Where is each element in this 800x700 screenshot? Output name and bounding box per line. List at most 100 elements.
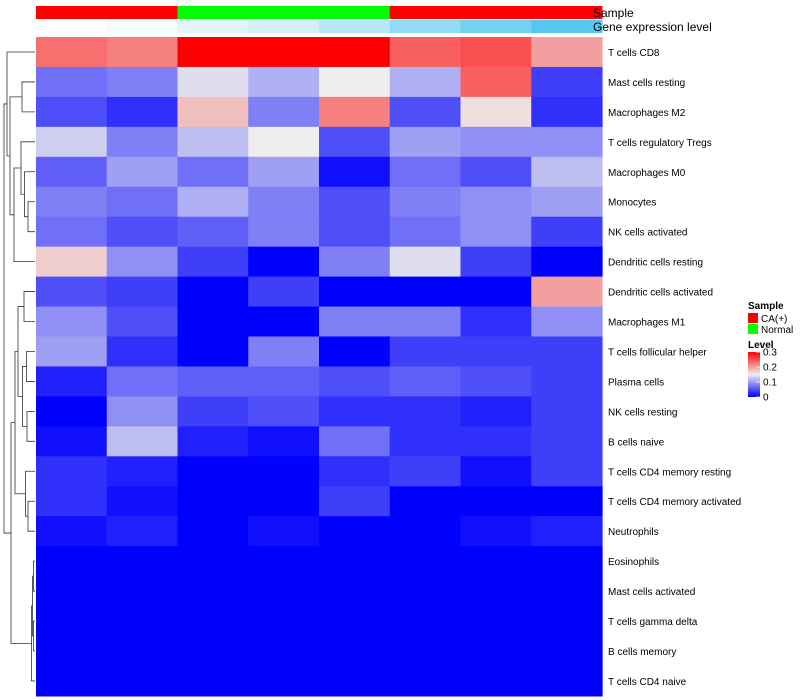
row-label: Mast cells resting	[608, 78, 685, 89]
sample-annotation-cell	[177, 6, 249, 19]
heatmap-cell	[177, 606, 249, 637]
dendrogram-branch	[33, 560, 35, 592]
heatmap-cell	[319, 576, 391, 607]
heatmap-cell	[177, 665, 249, 697]
expression-annotation-cell	[106, 20, 178, 33]
legend-tick-label: 0.3	[763, 348, 777, 359]
heatmap-cell	[531, 576, 603, 607]
heatmap-cell	[106, 336, 179, 368]
heatmap-cell	[248, 486, 320, 517]
heatmap-cell	[106, 246, 179, 278]
heatmap-cell	[106, 396, 179, 427]
legend-level-title: Level	[748, 340, 774, 351]
heatmap-cell	[248, 66, 320, 98]
heatmap-cell	[177, 216, 249, 248]
heatmap-cell	[460, 336, 532, 368]
heatmap-cell	[36, 636, 108, 667]
row-labels: T cells CD8 Mast cells resting Macrophages…	[608, 48, 741, 688]
heatmap-cell	[531, 306, 603, 338]
sample-annotation-label: Sample	[593, 6, 634, 20]
heatmap-cell	[389, 426, 462, 457]
heatmap-cell	[531, 636, 603, 667]
heatmap-cell	[248, 126, 320, 158]
row-label: NK cells resting	[608, 407, 677, 418]
heatmap-cell	[36, 186, 108, 218]
heatmap-cell	[106, 366, 179, 397]
heatmap-cell	[389, 396, 462, 427]
heatmap-cell	[319, 426, 391, 457]
sample-annotation-cell	[460, 6, 532, 19]
heatmap-cell	[389, 665, 462, 697]
legend-tick-label: 0.2	[763, 363, 777, 374]
dendrogram-branch	[20, 141, 35, 195]
row-label: Macrophages M1	[608, 318, 686, 329]
heatmap-cell	[531, 186, 603, 218]
heatmap-cell	[319, 636, 391, 667]
expression-annotation-cell	[36, 20, 108, 33]
legend-sample-title: Sample	[748, 301, 784, 312]
heatmap-cell	[319, 96, 391, 128]
heatmap-cell	[248, 636, 320, 667]
heatmap-cell	[389, 576, 462, 607]
heatmap-cell	[531, 486, 603, 517]
heatmap-cell	[389, 246, 462, 278]
heatmap-cell	[248, 546, 320, 577]
row-label: T cells CD4 memory activated	[608, 497, 741, 508]
heatmap-cell	[106, 606, 179, 637]
heatmap-cell	[389, 66, 462, 98]
dendrogram-branch	[10, 422, 32, 644]
row-label: Macrophages M2	[608, 108, 686, 119]
heatmap-cell	[248, 665, 320, 697]
row-label: Eosinophils	[608, 557, 659, 568]
heatmap-cell	[460, 126, 532, 158]
heatmap-cell	[319, 456, 391, 487]
dendrogram-branch	[27, 500, 35, 532]
heatmap-cell	[460, 576, 532, 607]
heatmap-cell	[177, 576, 249, 607]
row-label: T cells CD8	[608, 48, 660, 59]
heatmap-cell	[106, 156, 179, 188]
heatmap-cell	[460, 276, 532, 308]
heatmap-cell	[177, 636, 249, 667]
legend-label: Normal	[761, 325, 793, 336]
dendrogram-branch	[26, 410, 35, 442]
expression-annotation-cell	[531, 20, 603, 33]
dendrogram-branch	[23, 291, 35, 322]
heatmap-cell	[248, 306, 320, 338]
heatmap-cell	[389, 156, 462, 188]
heatmap-cell	[106, 665, 179, 697]
dendrogram-branch	[25, 470, 35, 517]
sample-annotation-cell	[36, 6, 108, 19]
heatmap-cell	[36, 336, 108, 368]
heatmap-cell	[248, 96, 320, 128]
heatmap-cell	[531, 126, 603, 158]
heatmap-cell	[460, 546, 532, 577]
heatmap-cell	[389, 636, 462, 667]
heatmap-cell	[177, 486, 249, 517]
row-label: Mast cells activated	[608, 587, 695, 598]
heatmap-cell	[531, 606, 603, 637]
expression-annotation-cell	[248, 20, 320, 33]
legend-label: CA(+)	[761, 314, 787, 325]
heatmap-cell	[106, 426, 179, 457]
heatmap-cell	[460, 396, 532, 427]
heatmap-cell	[460, 516, 532, 547]
heatmap-cell	[319, 156, 391, 188]
heatmap-cell	[389, 216, 462, 248]
heatmap-cell	[106, 126, 179, 158]
heatmap-cell	[319, 216, 391, 248]
heatmap-cell	[36, 306, 108, 338]
heatmap-cell	[36, 96, 108, 128]
heatmap-cell	[36, 606, 108, 637]
heatmap-cell	[106, 486, 179, 517]
legend-level-colorbar	[748, 352, 760, 397]
legend: Sample CA(+)Normal Level 0.3 0.2 0.1 0	[748, 301, 793, 404]
legend-sample-entries: CA(+)Normal	[748, 313, 793, 336]
heatmap-cell	[36, 576, 108, 607]
heatmap-cell	[460, 636, 532, 667]
heatmap-cell	[106, 546, 179, 577]
expression-annotation-label: Gene expression level	[593, 20, 712, 34]
heatmap-cell	[319, 516, 391, 547]
heatmap-cell	[319, 546, 391, 577]
